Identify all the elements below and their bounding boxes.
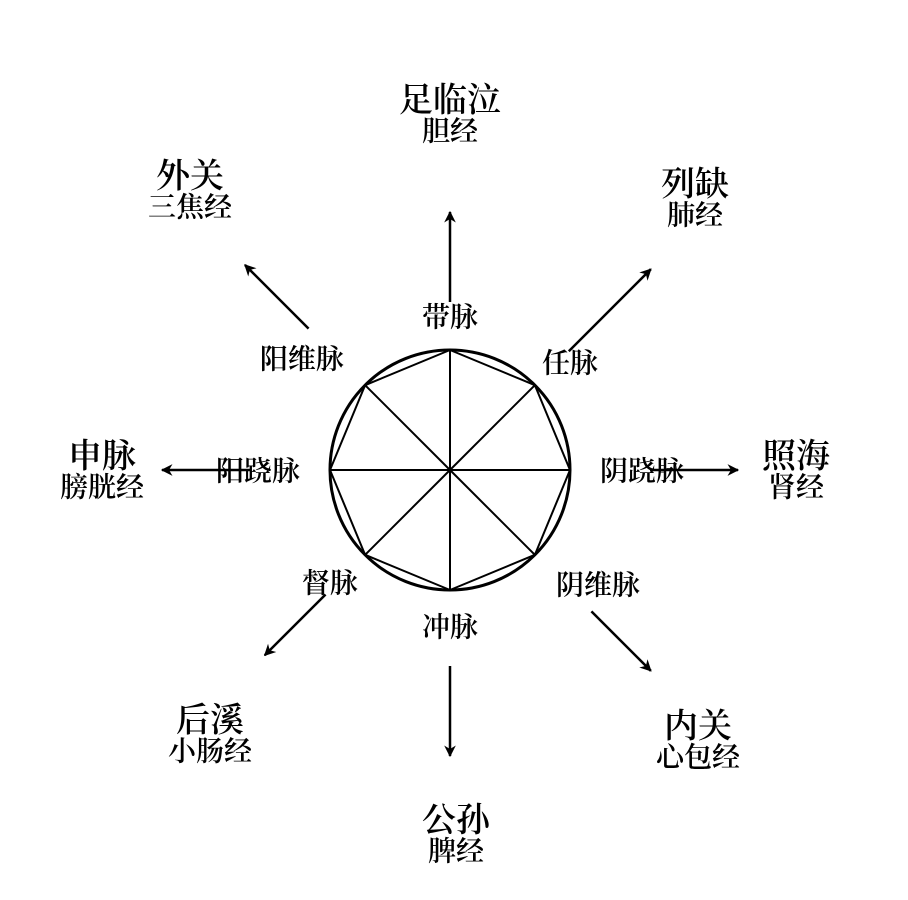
inner-vessel-text: 阳维脉 — [260, 337, 344, 377]
outer-point-sub: 脾经 — [422, 835, 490, 864]
inner-vessel-label: 阳跷脉 — [216, 455, 300, 484]
inner-vessel-text: 带脉 — [422, 295, 478, 335]
outer-point-label: 外关三焦经 — [148, 155, 232, 220]
outer-point-label: 足临泣胆经 — [399, 79, 501, 144]
outer-point-sub: 小肠经 — [168, 735, 252, 764]
outer-point-label: 列缺肺经 — [661, 163, 729, 228]
outer-point-sub: 肾经 — [762, 471, 830, 500]
inner-vessel-label: 阴维脉 — [556, 569, 640, 598]
outer-point-sub: 心包经 — [656, 741, 740, 770]
outer-point-sub: 肺经 — [661, 199, 729, 228]
outer-point-label: 内关心包经 — [656, 705, 740, 770]
inner-vessel-label: 阳维脉 — [260, 343, 344, 372]
inner-vessel-text: 阴维脉 — [556, 563, 640, 603]
inner-vessel-text: 阳跷脉 — [216, 449, 300, 489]
inner-vessel-text: 冲脉 — [422, 605, 478, 645]
outer-point-sub: 膀胱经 — [60, 471, 144, 500]
outer-point-label: 照海肾经 — [762, 435, 830, 500]
outer-point-label: 公孙脾经 — [422, 799, 490, 864]
inner-vessel-label: 任脉 — [542, 347, 598, 376]
inner-vessel-label: 带脉 — [422, 301, 478, 330]
inner-vessel-label: 冲脉 — [422, 611, 478, 640]
outer-point-sub: 三焦经 — [148, 191, 232, 220]
inner-vessel-text: 督脉 — [302, 561, 358, 601]
outer-point-label: 后溪小肠经 — [168, 699, 252, 764]
inner-vessel-text: 阴跷脉 — [600, 449, 684, 489]
diagram-root: 带脉 足临泣胆经任脉 列缺肺经阴跷脉 照海肾经阴维脉内关心包经 冲脉公孙脾经 督脉后溪小肠… — [0, 0, 908, 900]
inner-vessel-label: 阴跷脉 — [600, 455, 684, 484]
outer-point-label: 申脉膀胱经 — [60, 435, 144, 500]
inner-vessel-text: 任脉 — [542, 341, 598, 381]
inner-vessel-label: 督脉 — [302, 567, 358, 596]
